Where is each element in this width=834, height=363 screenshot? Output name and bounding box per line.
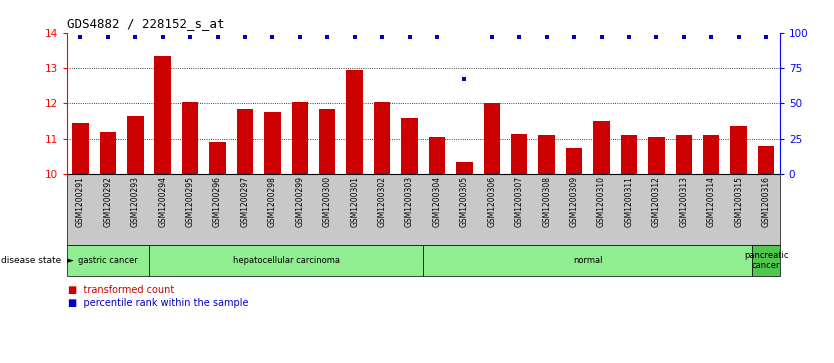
Point bbox=[622, 34, 636, 40]
Point bbox=[677, 34, 691, 40]
Point bbox=[430, 34, 444, 40]
Point bbox=[650, 34, 663, 40]
Point bbox=[348, 34, 361, 40]
Bar bbox=[620, 135, 637, 174]
Bar bbox=[182, 102, 198, 174]
Text: GDS4882 / 228152_s_at: GDS4882 / 228152_s_at bbox=[67, 17, 224, 30]
Text: disease state  ►: disease state ► bbox=[1, 256, 73, 265]
Bar bbox=[511, 134, 527, 174]
Point bbox=[183, 34, 197, 40]
Bar bbox=[127, 116, 143, 174]
Bar bbox=[484, 103, 500, 174]
Point bbox=[320, 34, 334, 40]
Bar bbox=[346, 70, 363, 174]
Point bbox=[375, 34, 389, 40]
Point bbox=[211, 34, 224, 40]
Point bbox=[101, 34, 114, 40]
Bar bbox=[319, 109, 335, 174]
Point bbox=[156, 34, 169, 40]
Text: pancreatic
cancer: pancreatic cancer bbox=[744, 251, 788, 270]
Point bbox=[513, 34, 526, 40]
Bar bbox=[593, 121, 610, 174]
Text: gastric cancer: gastric cancer bbox=[78, 256, 138, 265]
Point bbox=[458, 77, 471, 82]
Bar bbox=[237, 109, 254, 174]
Bar bbox=[209, 142, 226, 174]
Bar bbox=[401, 118, 418, 174]
Point bbox=[705, 34, 718, 40]
Text: hepatocellular carcinoma: hepatocellular carcinoma bbox=[233, 256, 339, 265]
Text: normal: normal bbox=[573, 256, 602, 265]
Point bbox=[540, 34, 553, 40]
Bar bbox=[456, 162, 473, 174]
Point bbox=[266, 34, 279, 40]
Point bbox=[403, 34, 416, 40]
Bar bbox=[374, 102, 390, 174]
Point bbox=[128, 34, 142, 40]
Point bbox=[294, 34, 307, 40]
Bar bbox=[292, 102, 308, 174]
Bar bbox=[565, 148, 582, 174]
Point bbox=[595, 34, 608, 40]
Text: ■  percentile rank within the sample: ■ percentile rank within the sample bbox=[68, 298, 249, 308]
Text: ■  transformed count: ■ transformed count bbox=[68, 285, 174, 295]
Bar bbox=[758, 146, 774, 174]
Point bbox=[567, 34, 580, 40]
Bar bbox=[648, 137, 665, 174]
Bar bbox=[539, 135, 555, 174]
Bar bbox=[703, 135, 720, 174]
Point bbox=[732, 34, 746, 40]
Bar bbox=[154, 56, 171, 174]
Bar bbox=[73, 123, 88, 174]
Point bbox=[73, 34, 87, 40]
Bar bbox=[731, 126, 747, 174]
Bar bbox=[264, 112, 280, 174]
Bar bbox=[676, 135, 692, 174]
Bar bbox=[99, 132, 116, 174]
Point bbox=[239, 34, 252, 40]
Point bbox=[760, 34, 773, 40]
Point bbox=[485, 34, 499, 40]
Bar bbox=[429, 137, 445, 174]
